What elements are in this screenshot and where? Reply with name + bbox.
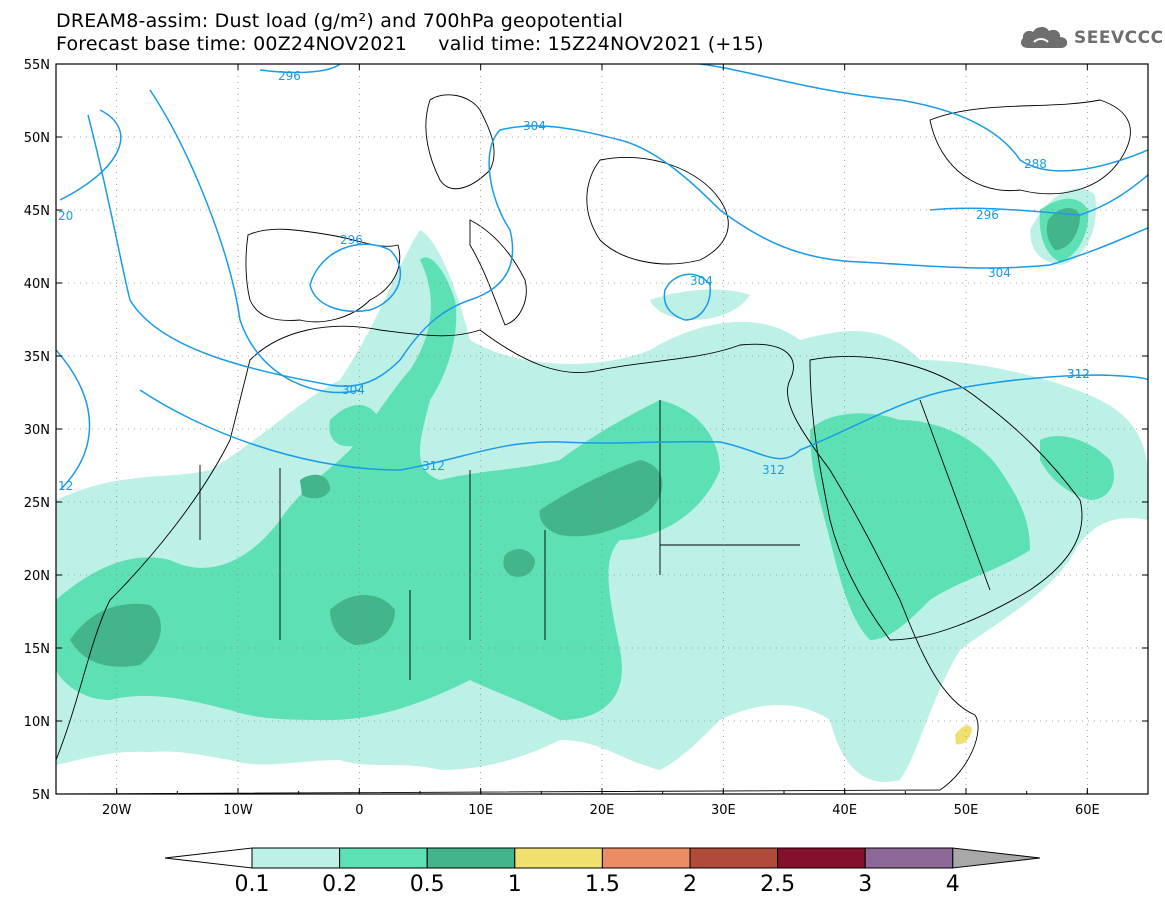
lon-tick-label: 20E — [590, 803, 615, 818]
colorbar-segment — [864, 847, 954, 869]
map-grid — [56, 64, 1148, 794]
colorbar-tick-label: 1.5 — [585, 872, 620, 897]
lat-tick-label: 10N — [24, 715, 50, 730]
contour-label: 312 — [422, 459, 445, 473]
lat-tick-label: 25N — [24, 496, 50, 511]
colorbar-tick-label: 0.1 — [235, 872, 270, 897]
latitude-axis: 55N 50N 45N 40N 35N 30N 25N 20N 15N 10N 5N — [24, 58, 1148, 803]
contour-label: 288 — [1024, 157, 1047, 171]
dust-field-dark — [70, 208, 1080, 667]
lat-tick-label: 40N — [24, 277, 50, 292]
chart-title: DREAM8-assim: Dust load (g/m²) and 700hP… — [56, 10, 624, 32]
colorbar-segment — [164, 847, 253, 869]
colorbar-tick-label: 2.5 — [760, 872, 795, 897]
contour-label: 20 — [58, 209, 73, 223]
chart-subtitle: Forecast base time: 00Z24NOV2021 valid t… — [56, 33, 764, 55]
lat-tick-label: 55N — [24, 58, 50, 73]
cloud-icon — [1020, 26, 1068, 48]
lat-tick-label: 20N — [24, 569, 50, 584]
colorbar-segment — [251, 847, 341, 869]
lon-tick-label: 20W — [102, 803, 132, 818]
contour-label: 12 — [58, 479, 73, 493]
seevccc-logo: SEEVCCC — [1018, 24, 1164, 52]
coastlines — [56, 94, 1131, 794]
contour-label: 304 — [988, 266, 1011, 280]
colorbar-segment — [514, 847, 603, 869]
lon-tick-label: 10E — [468, 803, 493, 818]
lat-tick-label: 35N — [24, 350, 50, 365]
colorbar-tick-label: 4 — [946, 872, 960, 897]
contour-label: 296 — [340, 233, 363, 247]
colorbar-tick-label: 2 — [683, 872, 697, 897]
contour-label: 312 — [762, 463, 785, 477]
lat-tick-label: 30N — [24, 423, 50, 438]
lon-tick-label: 60E — [1075, 803, 1100, 818]
lat-tick-label: 45N — [24, 204, 50, 219]
contour-label: 312 — [1067, 367, 1090, 381]
contour-label: 312 — [1067, 367, 1090, 381]
lon-tick-label: 10W — [223, 803, 253, 818]
logo-text: SEEVCCC — [1074, 28, 1164, 48]
lon-tick-label: 30E — [711, 803, 736, 818]
dust-field-peak — [955, 725, 972, 745]
colorbar-segment — [601, 847, 691, 869]
contour-labels: 296 304 288 20 296 304 296 304 304 312 3… — [58, 69, 1090, 493]
colorbar-segment — [689, 847, 779, 869]
lon-tick-label: 50E — [954, 803, 979, 818]
contour-label: 304 — [342, 383, 365, 397]
contour-label: 296 — [278, 69, 301, 83]
contour-label: 296 — [976, 208, 999, 222]
contour-label: 304 — [523, 119, 546, 133]
colorbar-tick-label: 0.2 — [322, 872, 357, 897]
colorbar-segment — [777, 847, 866, 869]
lon-tick-label: 40E — [832, 803, 857, 818]
lon-tick-label: 0 — [355, 803, 363, 818]
lat-tick-label: 15N — [24, 642, 50, 657]
colorbar-segment — [339, 847, 428, 869]
colorbar-tick-label: 0.5 — [410, 872, 445, 897]
lat-tick-label: 50N — [24, 131, 50, 146]
colorbar-tick-label: 1 — [508, 872, 522, 897]
colorbar-tick-label: 3 — [858, 872, 872, 897]
colorbar-segment — [426, 847, 516, 869]
longitude-axis: 20W 10W 0 10E 20E 30E 40E 50E 60E — [55, 64, 1149, 818]
geopotential-contours — [56, 64, 1148, 491]
lat-tick-label: 5N — [32, 788, 50, 803]
colorbar-segment — [952, 847, 1041, 869]
contour-label: 304 — [690, 274, 713, 288]
